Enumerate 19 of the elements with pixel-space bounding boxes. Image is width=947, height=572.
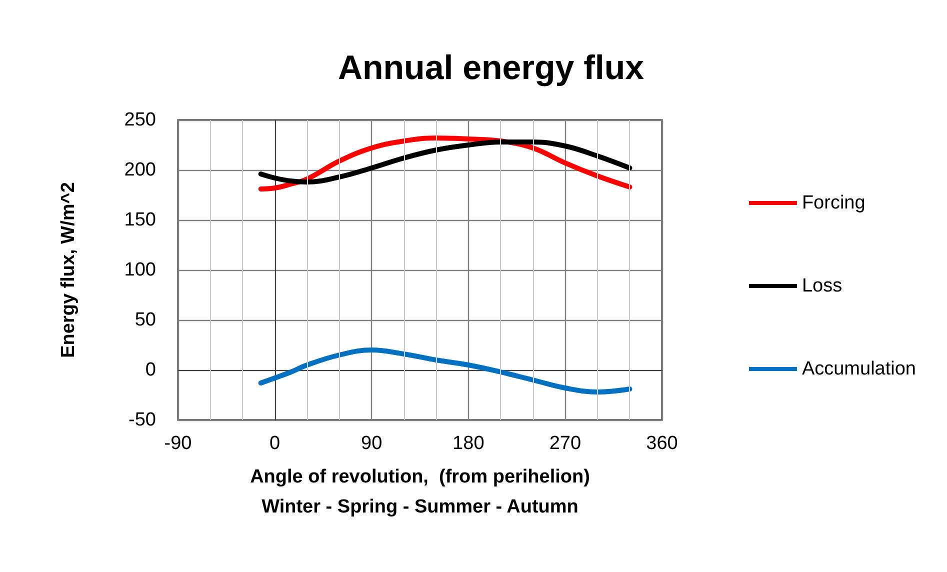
x-tick-label: 0: [270, 433, 280, 454]
y-tick-label: 50: [134, 310, 156, 330]
x-axis-title: Angle of revolution, (from perihelion) Winter - Spring - Summer - Autumn: [250, 466, 590, 518]
legend-label: Forcing: [802, 192, 866, 214]
y-tick-label: -50: [128, 410, 156, 430]
x-tick-label: -90: [164, 433, 192, 454]
x-tick-label: 270: [549, 433, 582, 454]
x-tick-label: 90: [361, 433, 382, 454]
y-tick-label: 150: [124, 210, 156, 230]
y-tick-label: 200: [124, 160, 156, 180]
legend-label: Accumulation: [802, 358, 916, 380]
legend-label: Loss: [802, 276, 842, 296]
x-tick-label: 360: [646, 433, 678, 454]
x-tick-label: 180: [452, 433, 484, 454]
chart-title: Annual energy flux: [338, 49, 644, 87]
y-tick-label: 0: [145, 360, 156, 380]
y-axis-title: Energy flux, W/m^2: [58, 182, 79, 358]
y-tick-label: 100: [124, 260, 156, 280]
y-tick-label: 250: [124, 110, 156, 130]
